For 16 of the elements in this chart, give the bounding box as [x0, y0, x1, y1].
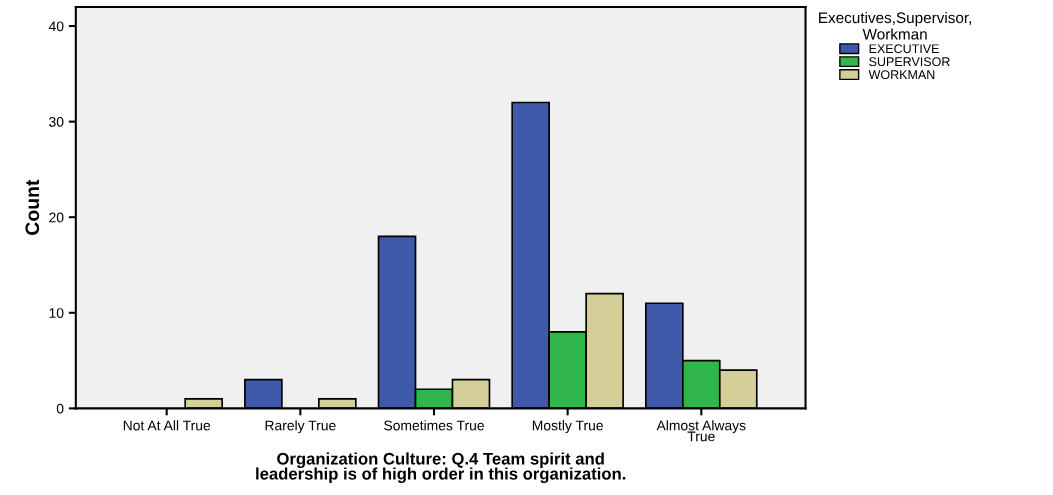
x-tick-label: Mostly True	[532, 420, 603, 434]
legend-label: WORKMAN	[868, 70, 935, 80]
y-tick-label: 0	[56, 403, 64, 414]
x-axis-title: Organization Culture: Q.4 Team spirit and leadership is of high order in this organization.	[256, 452, 626, 484]
y-tick-label: 40	[48, 21, 64, 32]
x-tick-label: Rarely True	[265, 420, 336, 434]
y-tick-label: 30	[49, 116, 64, 127]
y-tick-label: 20	[49, 212, 64, 223]
y-axis-title: Count	[25, 179, 40, 235]
legend-label: SUPERVISOR	[869, 57, 950, 67]
x-tick-label: Almost Always True	[656, 420, 746, 442]
legend-label: EXECUTIVE	[869, 44, 939, 54]
x-tick-label: Sometimes True	[384, 420, 484, 431]
x-tick-label: Not At All True	[123, 420, 211, 431]
y-tick-label: 10	[49, 308, 64, 318]
legend-title: Executives,Supervisor, Workman	[819, 11, 972, 40]
